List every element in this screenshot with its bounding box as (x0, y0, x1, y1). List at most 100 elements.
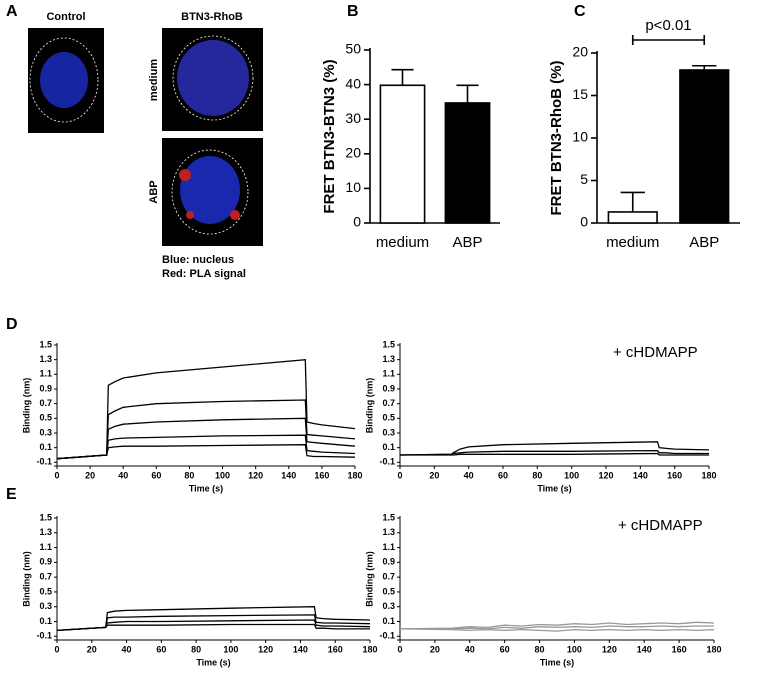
x-tick-label: 0 (397, 644, 402, 654)
y-tick-label: 0.1 (39, 442, 52, 452)
panel-label: C (574, 3, 586, 20)
legend-text: Blue: nucleus (162, 254, 234, 266)
series-line (56, 619, 371, 632)
x-tick-label: 60 (156, 644, 166, 654)
x-tick-label: ABP (689, 234, 719, 251)
y-tick-label: 40 (345, 75, 361, 91)
y-tick-label: 0.3 (39, 427, 52, 437)
micrograph (162, 28, 263, 131)
y-tick-label: 0.9 (382, 557, 395, 567)
y-axis-label: Binding (nm) (21, 378, 31, 434)
y-tick-label: 0.7 (382, 572, 395, 582)
panel-label: D (6, 316, 18, 333)
y-tick-label: 0.7 (39, 572, 52, 582)
micrograph (28, 28, 104, 133)
x-tick-label: 120 (598, 470, 613, 480)
y-axis-label: Binding (nm) (364, 378, 374, 434)
y-tick-label: 10 (345, 179, 361, 195)
y-tick-label: 0.3 (39, 601, 52, 611)
y-tick-label: 0.5 (382, 413, 395, 423)
y-tick-label: 1.5 (39, 339, 52, 349)
x-tick-label: 20 (85, 470, 95, 480)
x-tick-label: 40 (118, 470, 128, 480)
x-tick-label: 0 (397, 470, 402, 480)
x-tick-label: 160 (314, 470, 329, 480)
x-tick-label: 20 (429, 470, 439, 480)
x-tick-label: medium (376, 234, 429, 251)
y-tick-label: 0.9 (39, 557, 52, 567)
y-tick-label: 0.3 (382, 601, 395, 611)
x-tick-label: 140 (633, 470, 648, 480)
y-tick-label: 15 (572, 86, 588, 102)
y-tick-label: -0.1 (379, 631, 395, 641)
x-tick-label: 0 (54, 470, 59, 480)
x-tick-label: ABP (452, 234, 482, 251)
y-tick-label: 0.5 (382, 586, 395, 596)
x-tick-label: 100 (223, 644, 238, 654)
y-tick-label: -0.1 (379, 457, 395, 467)
x-tick-label: 40 (464, 470, 474, 480)
series-line (400, 452, 709, 456)
y-tick-label: 1.5 (39, 512, 52, 522)
y-tick-label: 0 (580, 214, 588, 230)
x-tick-label: 180 (701, 470, 716, 480)
y-axis-label: FRET BTN3-BTN3 (%) (321, 59, 338, 213)
y-tick-label: -0.1 (36, 631, 52, 641)
x-axis-label: Time (s) (540, 657, 574, 667)
micrograph (162, 138, 263, 246)
x-tick-label: 160 (672, 644, 687, 654)
annotation: p<0.01 (645, 17, 691, 34)
bar (679, 69, 730, 224)
x-axis-label: Time (s) (537, 483, 571, 493)
x-tick-label: 80 (184, 470, 194, 480)
x-tick-label: 180 (347, 470, 362, 480)
x-tick-label: 20 (87, 644, 97, 654)
y-tick-label: 5 (580, 171, 588, 187)
bar (379, 84, 426, 224)
row-label: medium (148, 59, 160, 101)
x-tick-label: 120 (602, 644, 617, 654)
x-tick-label: 60 (498, 470, 508, 480)
annotation: + cHDMAPP (618, 517, 703, 534)
y-tick-label: 1.1 (382, 369, 395, 379)
x-tick-label: 100 (215, 470, 230, 480)
x-axis-label: Time (s) (189, 483, 223, 493)
y-tick-label: 0.1 (382, 442, 395, 452)
y-tick-label: 1.3 (382, 527, 395, 537)
y-tick-label: 0.9 (39, 383, 52, 393)
x-tick-label: 60 (500, 644, 510, 654)
panel-label: E (6, 486, 17, 503)
y-axis-label: Binding (nm) (21, 551, 31, 607)
series-line (400, 625, 714, 630)
y-tick-label: 20 (345, 145, 361, 161)
y-tick-label: 1.5 (382, 512, 395, 522)
y-tick-label: 1.1 (39, 542, 52, 552)
y-tick-label: 0.7 (382, 398, 395, 408)
y-tick-label: 0.3 (382, 427, 395, 437)
annotation: + cHDMAPP (613, 344, 698, 361)
x-tick-label: 40 (465, 644, 475, 654)
bar (607, 211, 658, 224)
x-tick-label: 180 (706, 644, 721, 654)
x-tick-label: 80 (532, 470, 542, 480)
x-tick-label: 140 (281, 470, 296, 480)
y-tick-label: 1.3 (382, 354, 395, 364)
x-tick-label: 80 (535, 644, 545, 654)
series-line (56, 444, 356, 460)
panel-label: B (347, 3, 359, 20)
series-line (399, 621, 715, 630)
y-tick-label: 1.1 (39, 369, 52, 379)
y-tick-label: 0.5 (39, 413, 52, 423)
series-line (56, 606, 371, 632)
x-tick-label: 120 (258, 644, 273, 654)
y-tick-label: 30 (345, 110, 361, 126)
row-label: ABP (148, 180, 160, 203)
y-axis-label: Binding (nm) (364, 551, 374, 607)
y-tick-label: 1.5 (382, 339, 395, 349)
series-line (56, 434, 356, 460)
y-tick-label: -0.1 (36, 457, 52, 467)
y-tick-label: 0.1 (382, 616, 395, 626)
series-line (399, 628, 715, 632)
